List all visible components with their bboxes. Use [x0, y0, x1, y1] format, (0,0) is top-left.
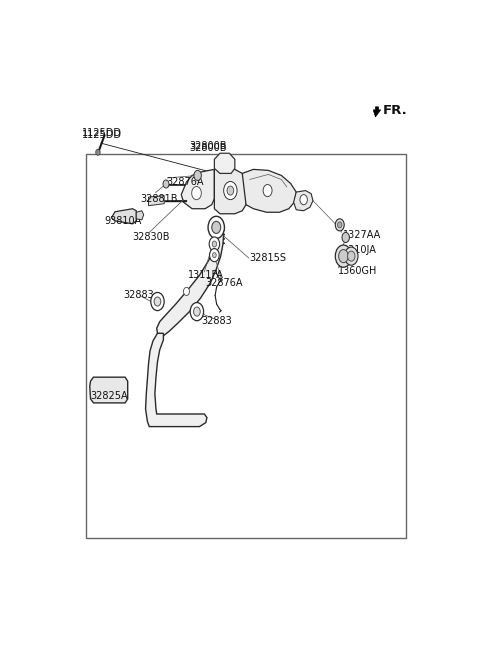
Circle shape	[300, 195, 307, 204]
Text: 32883: 32883	[123, 290, 154, 301]
Circle shape	[213, 253, 216, 257]
Circle shape	[212, 221, 221, 233]
Polygon shape	[294, 191, 313, 211]
Circle shape	[335, 245, 352, 267]
Circle shape	[96, 149, 100, 155]
Circle shape	[194, 170, 202, 181]
Text: 32876A: 32876A	[166, 177, 204, 187]
Circle shape	[209, 237, 219, 251]
Circle shape	[192, 187, 202, 200]
Text: 32825A: 32825A	[91, 391, 128, 402]
Circle shape	[183, 288, 190, 295]
Text: 32876A: 32876A	[205, 278, 242, 288]
Circle shape	[345, 247, 358, 265]
Text: 1327AA: 1327AA	[343, 230, 381, 240]
Polygon shape	[181, 170, 215, 209]
Polygon shape	[242, 170, 296, 212]
Text: 1310JA: 1310JA	[343, 245, 377, 255]
Text: 32883: 32883	[202, 316, 232, 326]
Polygon shape	[156, 227, 224, 336]
Circle shape	[348, 251, 355, 261]
Text: 1311FA: 1311FA	[188, 271, 224, 280]
Circle shape	[227, 186, 234, 195]
Polygon shape	[148, 196, 164, 206]
Circle shape	[263, 185, 272, 196]
Circle shape	[190, 303, 204, 321]
Polygon shape	[373, 107, 381, 117]
Circle shape	[163, 180, 169, 188]
Circle shape	[208, 216, 225, 238]
Circle shape	[337, 222, 342, 228]
Bar	[86, 155, 406, 538]
Text: 32815S: 32815S	[250, 253, 287, 263]
Circle shape	[210, 248, 219, 262]
Text: FR.: FR.	[383, 104, 408, 117]
Text: 32830B: 32830B	[132, 233, 170, 242]
Text: 1360GH: 1360GH	[338, 267, 378, 276]
Text: 93810A: 93810A	[104, 216, 141, 226]
Text: 1125DD: 1125DD	[83, 128, 122, 138]
Text: 1125DD: 1125DD	[83, 130, 122, 140]
Polygon shape	[136, 211, 144, 220]
Circle shape	[338, 250, 348, 263]
Polygon shape	[111, 209, 136, 224]
Text: 32881B: 32881B	[140, 194, 178, 204]
Circle shape	[342, 233, 349, 242]
Text: 32800B: 32800B	[190, 141, 227, 151]
Circle shape	[151, 292, 164, 310]
Text: 32800B: 32800B	[190, 143, 227, 153]
Polygon shape	[145, 333, 207, 426]
Circle shape	[193, 307, 200, 316]
Circle shape	[224, 181, 237, 200]
Polygon shape	[215, 153, 235, 174]
Polygon shape	[215, 170, 246, 214]
Circle shape	[212, 241, 216, 247]
Polygon shape	[90, 377, 128, 403]
Circle shape	[154, 297, 161, 306]
Circle shape	[335, 219, 344, 231]
